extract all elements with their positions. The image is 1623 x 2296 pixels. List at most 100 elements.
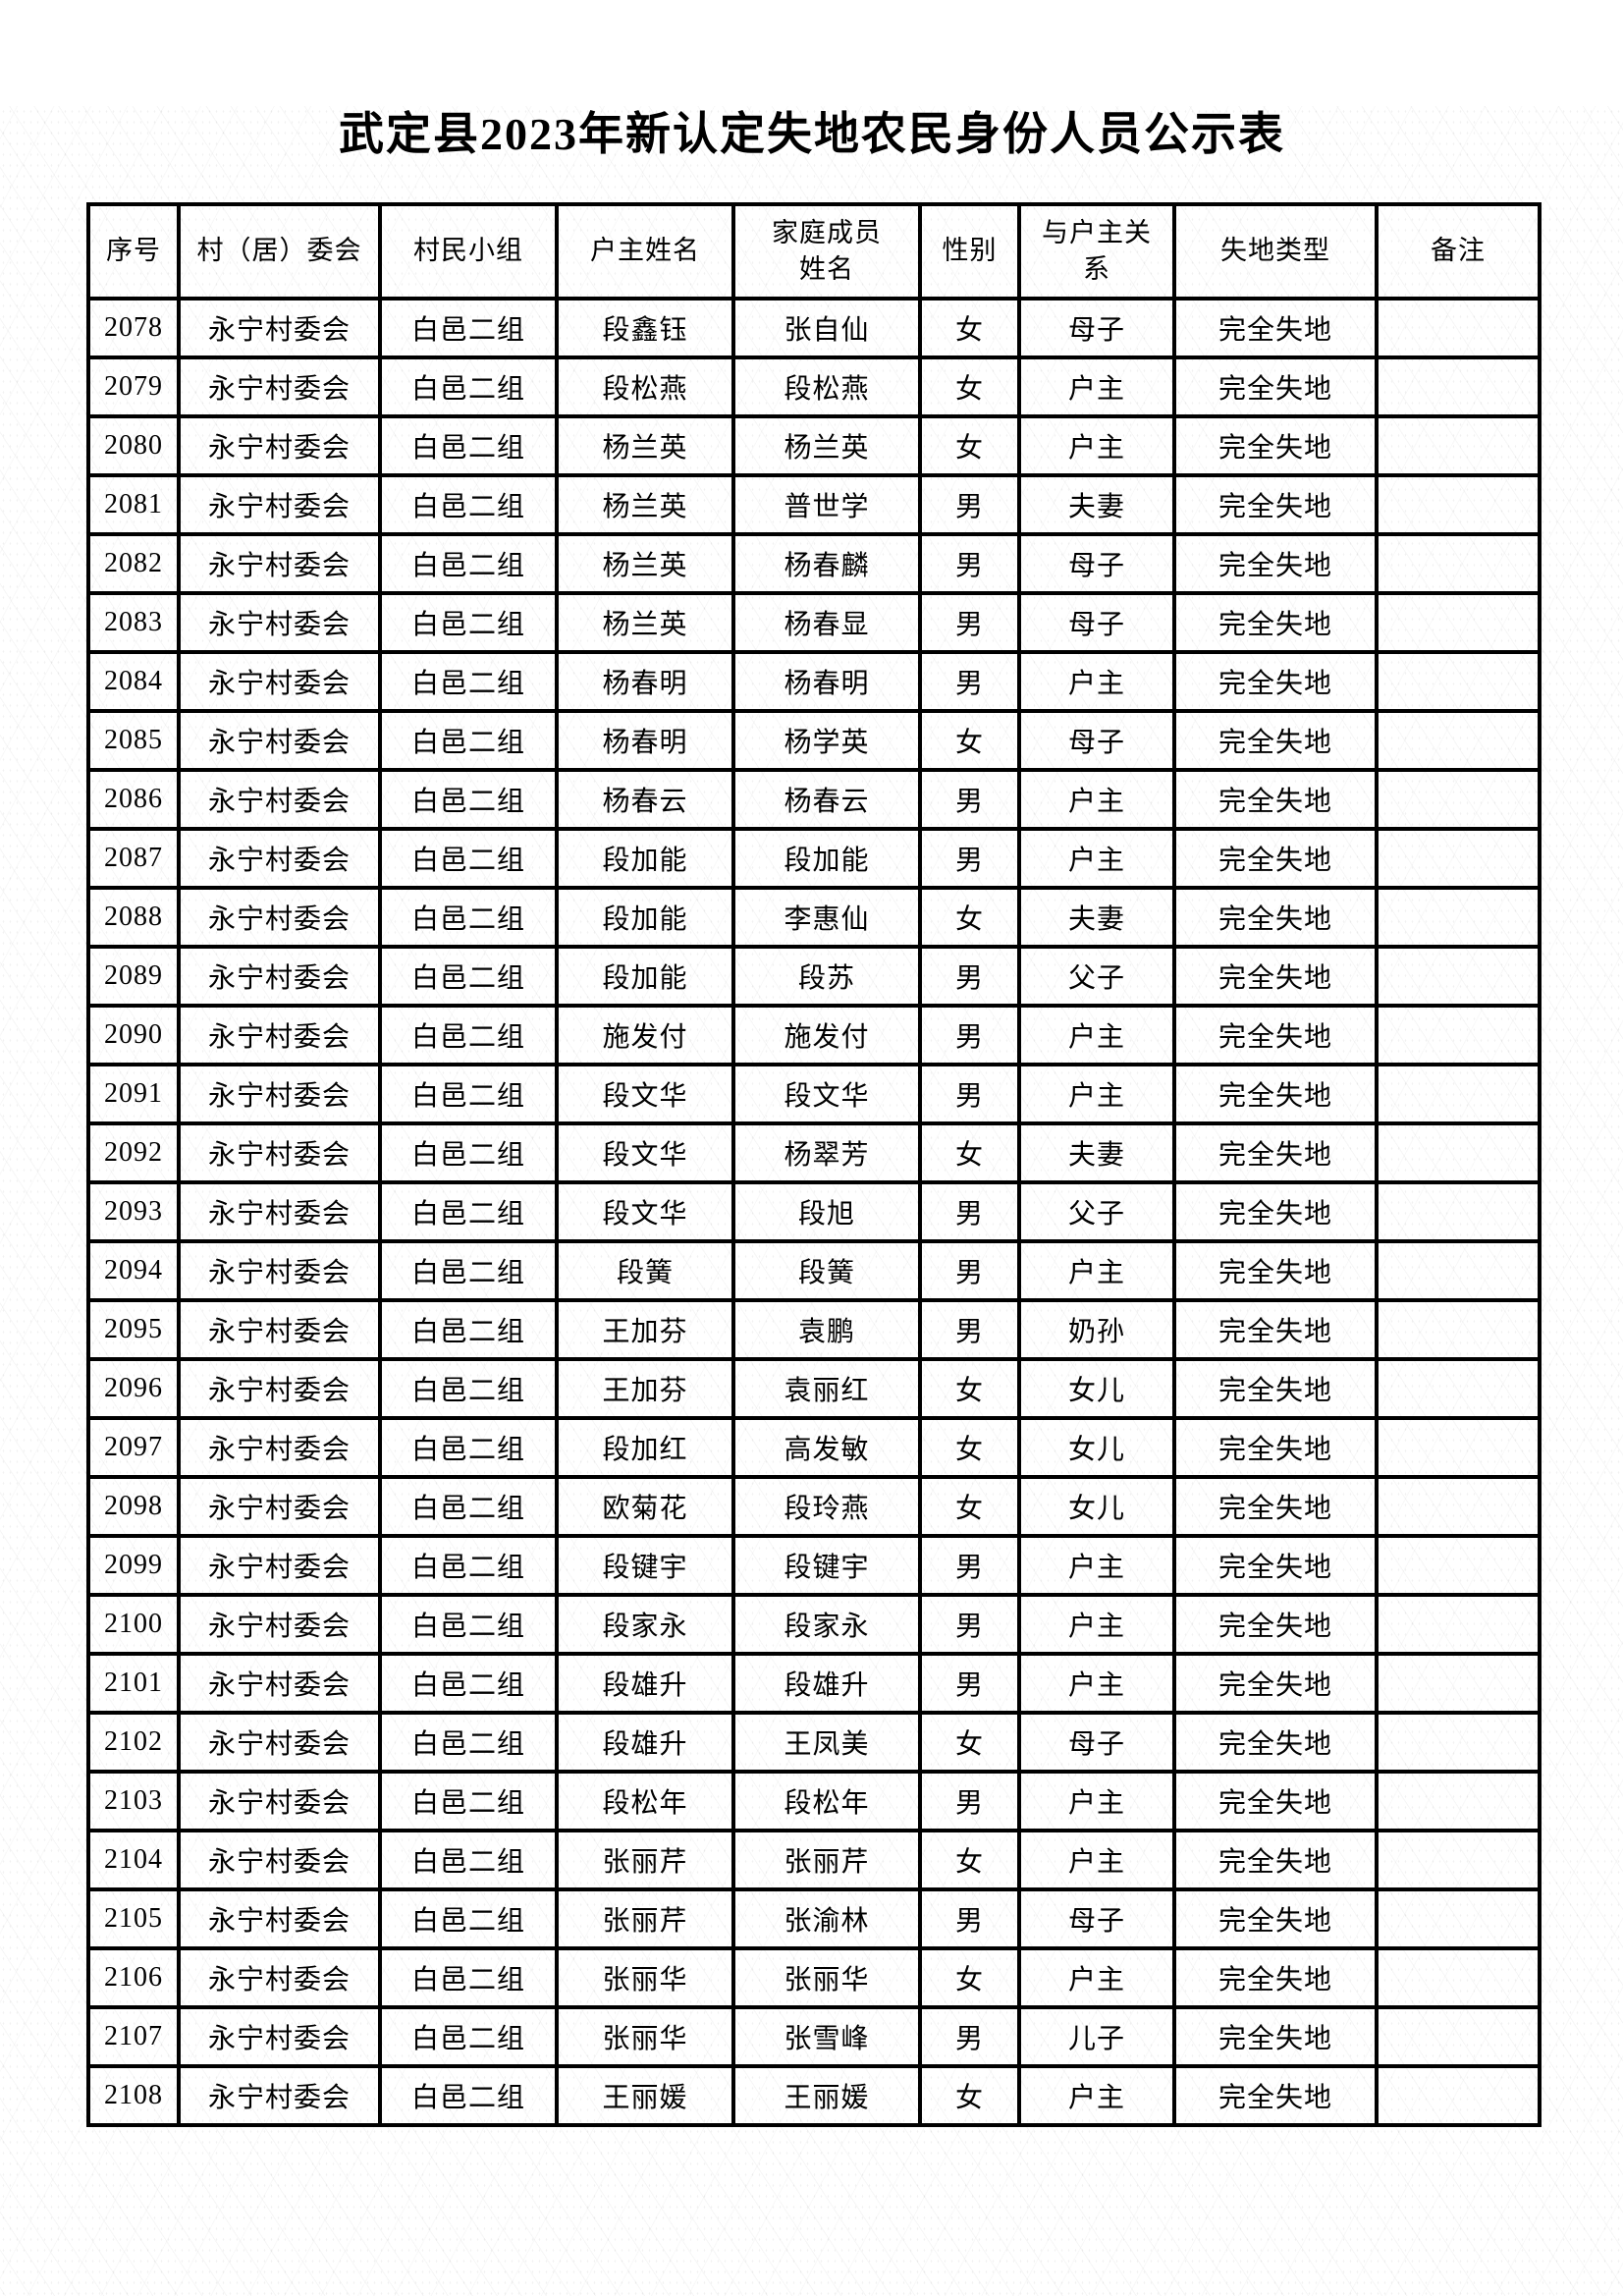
table-cell: 杨学英 — [731, 708, 922, 772]
table-cell: 段文华 — [555, 1062, 735, 1125]
table-cell: 永宁村委会 — [177, 826, 382, 890]
table-cell: 户主 — [1017, 1533, 1176, 1597]
table-cell: 永宁村委会 — [177, 1121, 382, 1184]
table-cell: 男 — [918, 944, 1021, 1008]
table-cell: 男 — [918, 1062, 1021, 1125]
table-cell: 段松年 — [555, 1769, 735, 1832]
table-cell: 户主 — [1017, 1003, 1176, 1066]
table-cell: 男 — [918, 826, 1021, 890]
table-cell: 女 — [918, 708, 1021, 772]
table-cell: 永宁村委会 — [177, 1769, 382, 1832]
table-cell: 王丽媛 — [555, 2063, 735, 2127]
table-cell: 2082 — [86, 531, 181, 595]
table-cell: 完全失地 — [1172, 1297, 1379, 1361]
table-cell: 永宁村委会 — [177, 1592, 382, 1656]
table-cell: 夫妻 — [1017, 472, 1176, 536]
table-cell: 母子 — [1017, 296, 1176, 359]
table-row: 2107 永宁村委会 白邑二组 张丽华 张雪峰男儿子 完全失地 — [86, 2004, 1542, 2068]
table-cell: 袁鹏 — [731, 1297, 922, 1361]
table-cell: 张丽芹 — [555, 1886, 735, 1950]
column-header-remarks: 备注 — [1375, 201, 1542, 301]
table-cell: 父子 — [1017, 944, 1176, 1008]
table-cell — [1375, 1533, 1542, 1597]
table-cell: 永宁村委会 — [177, 1533, 382, 1597]
table-cell: 白邑二组 — [378, 1710, 559, 1774]
table-cell: 完全失地 — [1172, 1828, 1379, 1891]
table-cell: 女 — [918, 1945, 1021, 2009]
table-row: 2086 永宁村委会 白邑二组 杨春云 杨春云男户主 完全失地 — [86, 767, 1542, 831]
table-cell: 永宁村委会 — [177, 355, 382, 418]
table-row: 2089 永宁村委会 白邑二组 段加能 段苏男父子 完全失地 — [86, 944, 1542, 1008]
table-cell: 父子 — [1017, 1179, 1176, 1243]
table-cell: 户主 — [1017, 649, 1176, 713]
table-cell: 张丽芹 — [555, 1828, 735, 1891]
table-cell: 女 — [918, 1710, 1021, 1774]
table-cell: 白邑二组 — [378, 649, 559, 713]
table-cell: 永宁村委会 — [177, 944, 382, 1008]
table-cell: 张丽华 — [555, 2004, 735, 2068]
table-cell: 2097 — [86, 1415, 181, 1479]
table-cell: 男 — [918, 2004, 1021, 2068]
table-cell: 户主 — [1017, 1651, 1176, 1715]
table-cell: 完全失地 — [1172, 590, 1379, 654]
table-cell: 男 — [918, 1238, 1021, 1302]
table-cell — [1375, 1297, 1542, 1361]
table-cell: 白邑二组 — [378, 1651, 559, 1715]
table-cell: 女儿 — [1017, 1415, 1176, 1479]
table-cell: 张雪峰 — [731, 2004, 922, 2068]
table-cell — [1375, 1886, 1542, 1950]
table-cell: 白邑二组 — [378, 1769, 559, 1832]
table-cell: 白邑二组 — [378, 2063, 559, 2127]
table-cell: 杨春明 — [555, 708, 735, 772]
table-cell: 母子 — [1017, 1710, 1176, 1774]
table-cell — [1375, 708, 1542, 772]
table-cell: 男 — [918, 1886, 1021, 1950]
table-cell: 段松年 — [731, 1769, 922, 1832]
table-cell: 男 — [918, 767, 1021, 831]
column-header-family-member: 家庭成员 姓名 — [731, 201, 922, 301]
table-cell: 杨春明 — [731, 649, 922, 713]
table-cell: 女 — [918, 1356, 1021, 1420]
table-cell: 2108 — [86, 2063, 181, 2127]
table-cell: 2090 — [86, 1003, 181, 1066]
table-row: 2095 永宁村委会 白邑二组 王加芬 袁鹏男奶孙 完全失地 — [86, 1297, 1542, 1361]
table-cell: 杨春云 — [555, 767, 735, 831]
table-cell: 张丽华 — [555, 1945, 735, 2009]
table-row: 2094 永宁村委会 白邑二组 段簧 段簧男户主 完全失地 — [86, 1238, 1542, 1302]
table-cell: 女 — [918, 413, 1021, 477]
table-cell — [1375, 531, 1542, 595]
table-cell: 杨春明 — [555, 649, 735, 713]
table-cell: 奶孙 — [1017, 1297, 1176, 1361]
table-cell — [1375, 1003, 1542, 1066]
table-cell: 2092 — [86, 1121, 181, 1184]
table-cell: 完全失地 — [1172, 944, 1379, 1008]
header-row: 序号 村（居）委会 村民小组 户主姓名 家庭成员 姓名 性别 与户主关 系 失地… — [86, 201, 1542, 301]
table-cell: 2101 — [86, 1651, 181, 1715]
table-cell: 2087 — [86, 826, 181, 890]
table-cell: 王丽媛 — [731, 2063, 922, 2127]
table-row: 2078 永宁村委会 白邑二组 段鑫钰 张自仙女母子 完全失地 — [86, 296, 1542, 359]
table-cell: 完全失地 — [1172, 2004, 1379, 2068]
table-cell: 段加红 — [555, 1415, 735, 1479]
table-cell — [1375, 1238, 1542, 1302]
table-cell — [1375, 1592, 1542, 1656]
table-cell: 白邑二组 — [378, 1592, 559, 1656]
table-cell: 2085 — [86, 708, 181, 772]
table-row: 2100 永宁村委会 白邑二组 段家永 段家永男户主 完全失地 — [86, 1592, 1542, 1656]
table-cell: 段文华 — [731, 1062, 922, 1125]
table-cell — [1375, 1710, 1542, 1774]
table-cell: 杨春麟 — [731, 531, 922, 595]
table-cell: 完全失地 — [1172, 413, 1379, 477]
table-cell: 男 — [918, 649, 1021, 713]
table-cell: 白邑二组 — [378, 1474, 559, 1538]
table-cell: 完全失地 — [1172, 1533, 1379, 1597]
column-header-household-head: 户主姓名 — [555, 201, 735, 301]
table-cell: 2093 — [86, 1179, 181, 1243]
table-cell: 张自仙 — [731, 296, 922, 359]
table-cell: 2083 — [86, 590, 181, 654]
table-cell — [1375, 649, 1542, 713]
table-cell — [1375, 296, 1542, 359]
table-row: 2085 永宁村委会 白邑二组 杨春明 杨学英女母子 完全失地 — [86, 708, 1542, 772]
table-cell: 男 — [918, 1179, 1021, 1243]
table-row: 2096 永宁村委会 白邑二组 王加芬 袁丽红女女儿 完全失地 — [86, 1356, 1542, 1420]
